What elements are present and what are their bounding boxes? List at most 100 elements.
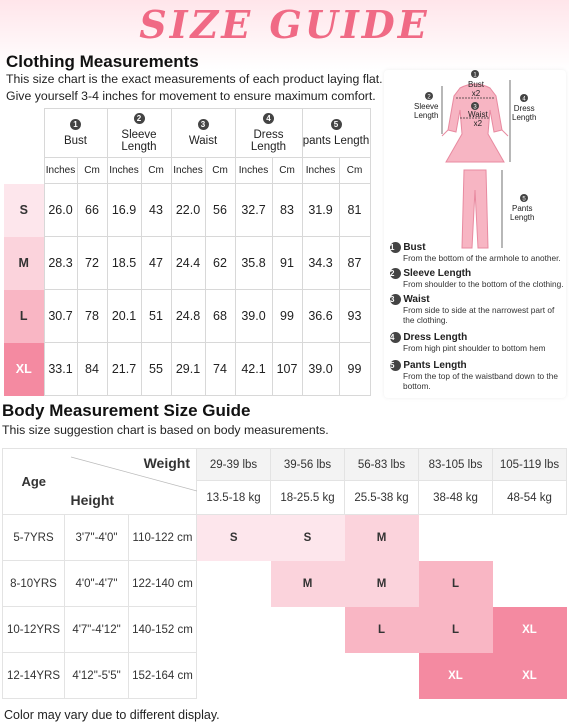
measurement-cell: 55 bbox=[140, 342, 172, 396]
weight-lbs-header: 105-119 lbs bbox=[492, 448, 567, 481]
size-cell bbox=[419, 515, 493, 561]
measurement-cell: 32.7 bbox=[234, 183, 273, 237]
clothing-header-row: 1 Bust 2 Sleeve Length 3 Waist 4 Dress Length 5 p… bbox=[4, 108, 371, 158]
column-label: Bust bbox=[63, 135, 87, 147]
legend-title-line: 3 Waist bbox=[390, 294, 568, 306]
weight-lbs-header: 56-83 lbs bbox=[344, 448, 419, 481]
table-row: 5-7YRS 3'7"-4'0" 110-122 cm S S M bbox=[2, 514, 567, 561]
legend-title: Bust bbox=[403, 242, 426, 253]
legend-item: 5 Pants Length From the top of the waistb… bbox=[390, 360, 568, 391]
height-ft-cell: 3'7"-4'0" bbox=[64, 514, 129, 561]
legend-description: From high pint shoulder to bottom hem bbox=[403, 343, 546, 354]
unit-header: Inches bbox=[106, 157, 142, 184]
measurement-cell: 107 bbox=[271, 342, 303, 396]
diagonal-divider bbox=[70, 456, 197, 492]
size-cell bbox=[345, 653, 419, 699]
measurement-cell: 87 bbox=[338, 236, 371, 290]
measurement-cell: 28.3 bbox=[43, 236, 78, 290]
legend-title: Pants Length bbox=[403, 360, 467, 371]
size-cell bbox=[493, 561, 567, 607]
legend-title: Sleeve Length bbox=[403, 268, 472, 279]
measurement-cell: 33.1 bbox=[43, 342, 78, 396]
weight-kg-header: 48-54 kg bbox=[492, 480, 567, 515]
column-label: Sleeve Length bbox=[121, 129, 157, 153]
size-label: M bbox=[4, 236, 44, 290]
garment-illustration: 1 2 3 4 5 bbox=[425, 70, 528, 249]
clothing-unit-row: Inches Cm Inches Cm Inches Cm Inches Cm Inches Cm bbox=[4, 157, 371, 184]
size-label: L bbox=[4, 289, 44, 343]
number-badge-icon: 5 bbox=[390, 360, 401, 372]
svg-text:5: 5 bbox=[522, 197, 526, 203]
measurement-cell: 31.9 bbox=[301, 183, 340, 237]
measurement-cell: 84 bbox=[76, 342, 108, 396]
clothing-measurements-table: 1 Bust 2 Sleeve Length 3 Waist 4 Dress Length 5 p… bbox=[4, 108, 371, 396]
measurement-cell: 62 bbox=[204, 236, 236, 290]
body-kg-row: 13.5-18 kg 18-25.5 kg 25.5-38 kg 38-48 kg 48… bbox=[3, 480, 567, 515]
footer-note: Color may vary due to different display. bbox=[4, 708, 220, 722]
table-row: 8-10YRS 4'0"-4'7" 122-140 cm M M L bbox=[2, 560, 567, 607]
age-cell: 10-12YRS bbox=[2, 606, 65, 653]
size-cell: M bbox=[270, 560, 345, 607]
number-badge-icon: 3 bbox=[390, 294, 401, 306]
weight-label: Weight bbox=[143, 455, 190, 471]
measurement-cell: 43 bbox=[140, 183, 172, 237]
legend-title-line: 5 Pants Length bbox=[390, 360, 568, 372]
legend-title: Dress Length bbox=[403, 332, 468, 343]
legend-description: From the top of the waistband down to th… bbox=[403, 371, 558, 392]
diagram-label-bust: Bust x2 bbox=[468, 80, 485, 98]
size-cell bbox=[197, 607, 271, 653]
measurement-cell: 74 bbox=[204, 342, 236, 396]
measurement-cell: 21.7 bbox=[106, 342, 142, 396]
number-badge-icon: 4 bbox=[263, 113, 274, 125]
measurement-cell: 66 bbox=[76, 183, 108, 237]
age-cell: 12-14YRS bbox=[2, 652, 65, 699]
unit-header: Inches bbox=[170, 157, 206, 184]
height-cm-cell: 122-140 cm bbox=[128, 560, 197, 607]
legend-title-line: 4 Dress Length bbox=[390, 332, 568, 344]
measurement-cell: 35.8 bbox=[234, 236, 273, 290]
number-badge-icon: 4 bbox=[390, 332, 401, 344]
measurement-cell: 20.1 bbox=[106, 289, 142, 343]
height-label: Height bbox=[70, 492, 115, 508]
column-label: Waist bbox=[188, 135, 218, 147]
size-cell: M bbox=[344, 514, 419, 561]
unit-header: Cm bbox=[76, 157, 108, 184]
height-ft-cell: 4'0"-4'7" bbox=[64, 560, 129, 607]
clothing-heading: Clothing Measurements bbox=[6, 52, 199, 71]
size-cell: S bbox=[196, 514, 271, 561]
garment-diagram: 1 2 3 4 5 Bust x2 Waist x2 Sleeve Length… bbox=[384, 70, 566, 398]
measurement-cell: 36.6 bbox=[301, 289, 340, 343]
measurement-cell: 24.8 bbox=[170, 289, 206, 343]
table-row: S 26.0 66 16.9 43 22.0 56 32.7 83 31.9 81 bbox=[4, 183, 371, 237]
body-measurement-table: Age Weight Height 29-39 lbs 39-56 lbs 56-83 l… bbox=[2, 448, 567, 699]
size-cell: S bbox=[270, 514, 345, 561]
clothing-column-header: 4 Dress Length bbox=[234, 108, 303, 158]
weight-kg-header: 13.5-18 kg bbox=[196, 480, 271, 515]
measurement-cell: 78 bbox=[76, 289, 108, 343]
measurement-cell: 91 bbox=[271, 236, 303, 290]
table-row: M 28.3 72 18.5 47 24.4 62 35.8 91 34.3 87 bbox=[4, 236, 371, 290]
measurement-cell: 42.1 bbox=[234, 342, 273, 396]
body-heading: Body Measurement Size Guide bbox=[2, 401, 251, 420]
svg-text:2: 2 bbox=[427, 95, 431, 101]
measurement-cell: 99 bbox=[271, 289, 303, 343]
measurement-cell: 39.0 bbox=[301, 342, 340, 396]
measurement-cell: 26.0 bbox=[43, 183, 78, 237]
body-header-row: Age Weight Height 29-39 lbs 39-56 lbs 56-83 l… bbox=[2, 448, 567, 515]
corner-cell bbox=[4, 157, 45, 184]
diagram-label-dress: Dress Length bbox=[512, 104, 537, 122]
height-ft-cell: 4'7"-4'12" bbox=[64, 606, 129, 653]
weight-kg-header: 18-25.5 kg bbox=[270, 480, 345, 515]
age-header: Age bbox=[2, 448, 65, 515]
size-cell bbox=[493, 515, 567, 561]
age-cell: 5-7YRS bbox=[2, 514, 65, 561]
size-cell: L bbox=[418, 606, 493, 653]
size-cell: L bbox=[418, 560, 493, 607]
measurement-cell: 81 bbox=[338, 183, 371, 237]
height-ft-cell: 4'12"-5'5" bbox=[64, 652, 129, 699]
diagram-label-waist: Waist x2 bbox=[468, 110, 488, 128]
height-cm-cell: 152-164 cm bbox=[128, 652, 197, 699]
number-badge-icon: 2 bbox=[390, 268, 401, 280]
age-cell: 8-10YRS bbox=[2, 560, 65, 607]
height-cm-cell: 140-152 cm bbox=[128, 606, 197, 653]
